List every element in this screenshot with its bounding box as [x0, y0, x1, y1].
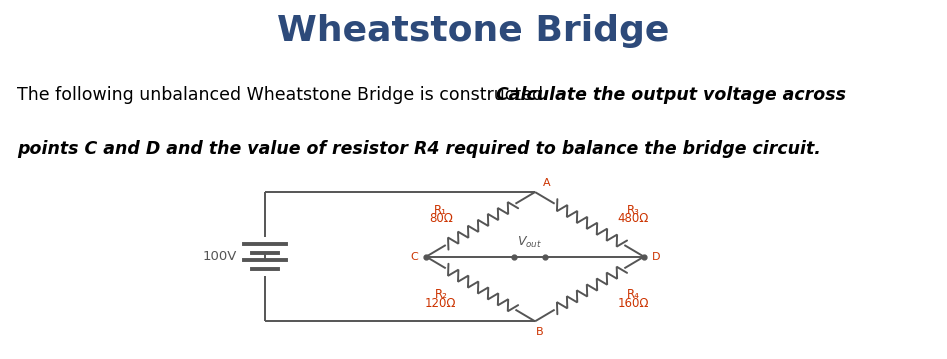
Text: C: C	[411, 252, 419, 262]
Text: D: D	[652, 252, 660, 262]
Text: R₂: R₂	[435, 288, 447, 301]
Text: $V_{out}$: $V_{out}$	[517, 235, 542, 250]
Text: 100V: 100V	[203, 250, 237, 263]
Text: R₃: R₃	[627, 204, 639, 216]
Text: R₁: R₁	[435, 204, 447, 216]
Text: A: A	[543, 178, 550, 188]
Text: The following unbalanced Wheatstone Bridge is constructed.: The following unbalanced Wheatstone Brid…	[17, 86, 554, 104]
Text: Wheatstone Bridge: Wheatstone Bridge	[277, 14, 670, 48]
Text: B: B	[536, 327, 544, 337]
Text: points C and D and the value of resistor R4 required to balance the bridge circu: points C and D and the value of resistor…	[17, 140, 821, 158]
Text: 480Ω: 480Ω	[617, 213, 649, 225]
Text: 160Ω: 160Ω	[617, 297, 649, 310]
Text: 120Ω: 120Ω	[425, 297, 456, 310]
Text: 80Ω: 80Ω	[429, 213, 453, 225]
Text: R₄: R₄	[627, 288, 639, 301]
Text: Calculate the output voltage across: Calculate the output voltage across	[496, 86, 847, 104]
